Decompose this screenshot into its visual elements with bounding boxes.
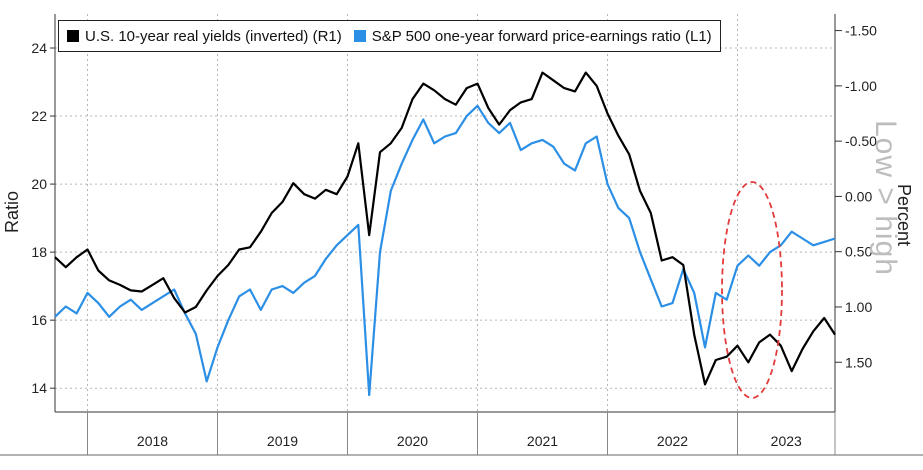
x-year-label: 2021 <box>527 433 558 449</box>
series-lines <box>54 71 836 397</box>
x-year-label: 2019 <box>267 433 298 449</box>
legend-item-pe-ratio: S&P 500 one-year forward price-earnings … <box>353 27 712 45</box>
x-axis-labels: 2018 2019 2020 2021 2022 2023 <box>87 412 836 455</box>
x-year-label: 2018 <box>137 433 168 449</box>
legend-item-real-yields: U.S. 10-year real yields (inverted) (R1) <box>67 28 342 45</box>
legend-swatch-black <box>67 30 79 42</box>
right-tick-label: 0.50 <box>845 244 872 260</box>
right-tick-label: -1.00 <box>845 78 877 94</box>
right-tick-label: 1.00 <box>845 299 872 315</box>
x-year-label: 2020 <box>397 433 428 449</box>
right-axis-ticks: -1.50 -1.00 -0.50 0.00 0.50 1.00 1.50 <box>835 23 877 370</box>
low-high-annotation: Low > high <box>869 120 902 276</box>
left-tick-label: 16 <box>31 312 47 328</box>
legend-label-real-yields: U.S. 10-year real yields (inverted) (R1) <box>85 27 342 45</box>
pe-ratio-line <box>54 104 836 397</box>
right-tick-label: -1.50 <box>845 23 877 39</box>
right-axis-title: Percent <box>894 184 914 246</box>
chart-legend: U.S. 10-year real yields (inverted) (R1)… <box>58 20 721 52</box>
legend-swatch-blue <box>353 30 366 42</box>
right-tick-label: -0.50 <box>845 133 877 149</box>
left-tick-label: 22 <box>31 108 47 124</box>
x-year-label: 2022 <box>657 433 688 449</box>
left-axis-title: Ratio <box>2 191 22 233</box>
real-yield-line <box>54 71 836 386</box>
plot-frame <box>0 14 923 456</box>
left-tick-label: 24 <box>31 40 47 56</box>
x-year-label: 2023 <box>771 433 802 449</box>
right-tick-label: 1.50 <box>845 354 872 370</box>
left-tick-label: 20 <box>31 176 47 192</box>
right-tick-label: 0.00 <box>845 188 872 204</box>
gridlines <box>55 14 835 412</box>
highlight-ellipse <box>721 181 783 399</box>
legend-label-pe-ratio: S&P 500 one-year forward price-earnings … <box>371 27 712 45</box>
left-axis-ticks: 14 16 18 20 22 24 <box>31 40 55 396</box>
left-tick-label: 18 <box>31 244 47 260</box>
left-tick-label: 14 <box>31 380 47 396</box>
